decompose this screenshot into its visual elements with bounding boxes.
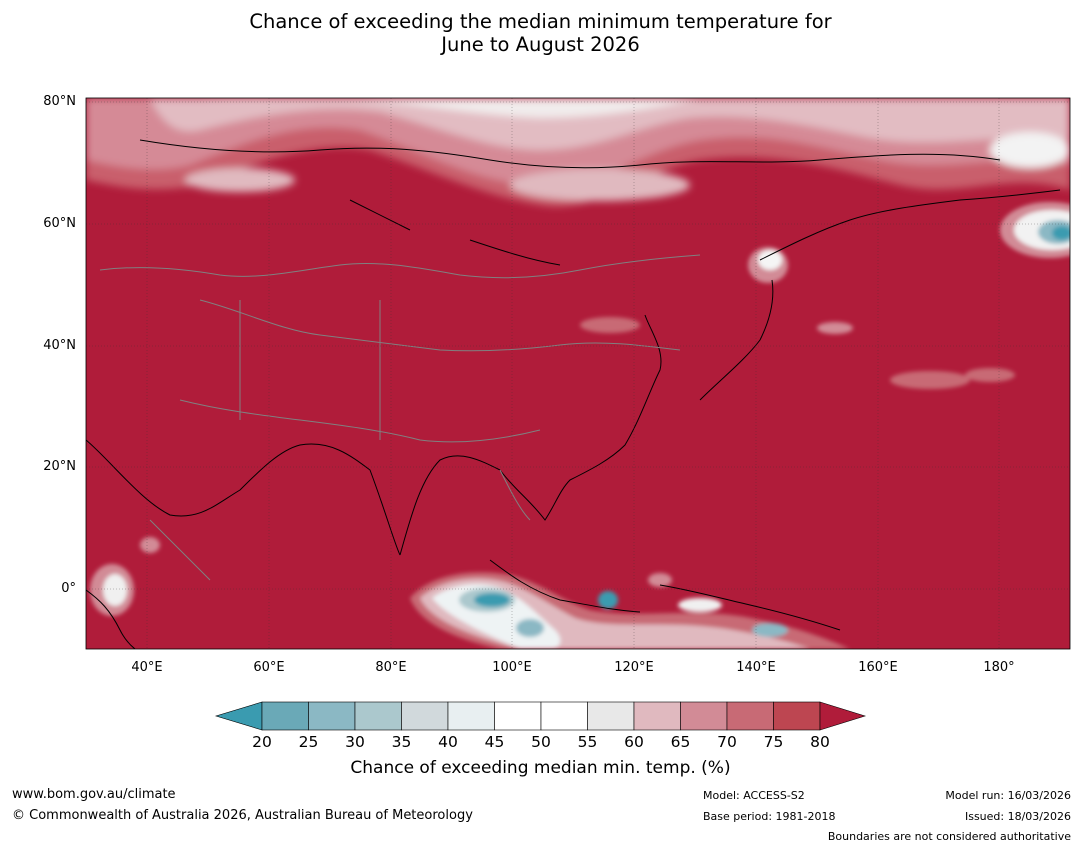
colorbar-tick-70: 70 <box>717 733 737 751</box>
lat-label-60n: 60°N <box>43 216 76 231</box>
colorbar-tick-75: 75 <box>763 733 784 751</box>
colorbar-tick-55: 55 <box>577 733 598 751</box>
title-line-2: June to August 2026 <box>441 33 640 56</box>
model-run-date: Model run: 16/03/2026 <box>945 789 1071 802</box>
colorbar-segment-20-25 <box>261 701 309 731</box>
title-line-1: Chance of exceeding the median minimum t… <box>249 10 832 33</box>
colorbar-segments <box>261 701 821 731</box>
lon-label-140e: 140°E <box>736 660 776 675</box>
colorbar-tick-60: 60 <box>624 733 644 751</box>
lon-label-40e: 40°E <box>131 660 163 675</box>
colorbar-tick-80: 80 <box>810 733 830 751</box>
colorbar <box>214 701 867 731</box>
bering-anomaly <box>1000 202 1070 258</box>
colorbar-tick-50: 50 <box>531 733 551 751</box>
copyright-text: © Commonwealth of Australia 2026, Austra… <box>12 808 473 823</box>
indian-ocean-anomaly <box>410 572 850 649</box>
base-period: Base period: 1981-2018 <box>703 810 836 823</box>
colorbar-segment-65-70 <box>680 701 728 731</box>
colorbar-segment-35-40 <box>401 701 449 731</box>
lat-label-20n: 20°N <box>43 459 76 474</box>
issued-date: Issued: 18/03/2026 <box>964 810 1071 823</box>
coastlines <box>86 139 1061 649</box>
colorbar-low-extension <box>214 701 263 731</box>
lat-label-80n: 80°N <box>43 94 76 109</box>
colorbar-tick-20: 20 <box>252 733 272 751</box>
lon-label-180: 180° <box>983 660 1015 675</box>
lon-label-100e: 100°E <box>492 660 532 675</box>
colorbar-tick-40: 40 <box>438 733 458 751</box>
colorbar-segment-60-65 <box>633 701 681 731</box>
boundaries-disclaimer: Boundaries are not considered authoritat… <box>827 830 1071 843</box>
lon-label-60e: 60°E <box>253 660 285 675</box>
colorbar-label: Chance of exceeding median min. temp. (%… <box>350 758 731 778</box>
country-borders <box>99 254 701 581</box>
colorbar-segment-40-45 <box>447 701 495 731</box>
lat-label-40n: 40°N <box>43 338 76 353</box>
forecast-map <box>86 98 1070 649</box>
colorbar-tick-30: 30 <box>345 733 365 751</box>
colorbar-segment-70-75 <box>726 701 774 731</box>
colorbar-tick-65: 65 <box>670 733 691 751</box>
website-link[interactable]: www.bom.gov.au/climate <box>12 787 176 802</box>
colorbar-segment-45-50 <box>494 701 542 731</box>
colorbar-tick-45: 45 <box>484 733 505 751</box>
colorbar-segment-55-60 <box>587 701 635 731</box>
chart-title: Chance of exceeding the median minimum t… <box>0 10 1081 56</box>
lat-label-0: 0° <box>61 581 76 596</box>
lon-label-80e: 80°E <box>375 660 407 675</box>
colorbar-tick-35: 35 <box>391 733 412 751</box>
colorbar-segment-50-55 <box>540 701 588 731</box>
lon-label-120e: 120°E <box>614 660 654 675</box>
model-name: Model: ACCESS-S2 <box>703 789 805 802</box>
colorbar-tick-25: 25 <box>298 733 319 751</box>
colorbar-high-extension <box>819 701 867 731</box>
okhotsk-anomaly <box>580 247 1015 389</box>
colorbar-segment-30-35 <box>354 701 402 731</box>
lon-label-160e: 160°E <box>858 660 898 675</box>
colorbar-segment-75-80 <box>773 701 821 731</box>
colorbar-segment-25-30 <box>308 701 356 731</box>
map-frame <box>85 97 1071 650</box>
arctic-band <box>86 98 1070 207</box>
graticule <box>86 98 1070 649</box>
